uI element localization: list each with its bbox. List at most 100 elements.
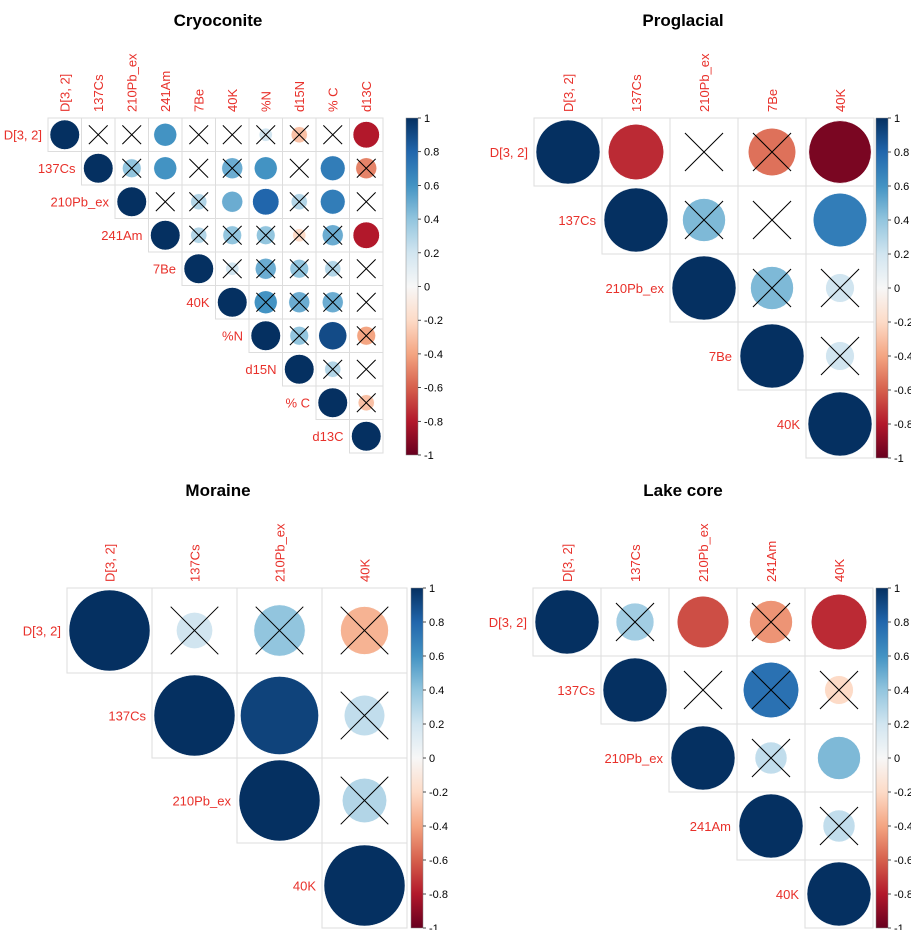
insignificant-mark xyxy=(189,158,209,178)
insignificant-mark xyxy=(323,125,343,145)
insignificant-mark xyxy=(356,259,376,279)
insignificant-mark xyxy=(752,200,792,240)
row-label: 40K xyxy=(293,878,316,893)
insignificant-mark xyxy=(323,292,343,312)
colorbar-tick-label: 1 xyxy=(424,113,430,125)
colorbar-tick-label: 0.8 xyxy=(429,617,444,629)
correlation-circle xyxy=(670,725,736,791)
insignificant-mark xyxy=(255,606,304,655)
row-label: 40K xyxy=(776,887,799,902)
correlation-circle xyxy=(320,155,346,181)
colorbar-tick-label: 1 xyxy=(894,583,900,595)
insignificant-mark xyxy=(256,225,276,245)
correlation-circle xyxy=(608,124,664,180)
correlation-circle xyxy=(250,320,281,351)
colorbar-tick-label: -0.8 xyxy=(424,416,443,428)
insignificant-mark xyxy=(323,259,343,279)
colorbar-tick-label: -0.2 xyxy=(429,787,448,799)
correlation-circle xyxy=(83,153,114,184)
correlation-circle xyxy=(221,191,243,213)
colorbar-tick-label: -1 xyxy=(894,453,904,465)
column-label: %N xyxy=(258,91,273,112)
correlation-circle xyxy=(254,156,278,180)
column-label: 210Pb_ex xyxy=(697,53,712,112)
column-label: 40K xyxy=(225,89,240,112)
correlation-circle xyxy=(116,186,147,217)
colorbar xyxy=(875,117,889,459)
insignificant-mark xyxy=(356,326,376,346)
correlation-circle xyxy=(323,844,406,927)
correlation-circle xyxy=(535,119,601,185)
insignificant-mark xyxy=(289,326,309,346)
colorbar xyxy=(405,117,419,456)
colorbar-tick-label: -0.2 xyxy=(894,317,911,329)
row-label: D[3, 2] xyxy=(490,145,528,160)
column-label: 137Cs xyxy=(628,544,643,582)
insignificant-mark xyxy=(356,393,376,413)
colorbar-tick-label: -1 xyxy=(424,450,434,462)
insignificant-mark xyxy=(222,259,242,279)
proglacial-panel: Proglacial D[3, 2] 137Cs 210Pb_ex 7Be 40K D[3… xyxy=(490,11,911,465)
row-label: 210Pb_ex xyxy=(172,793,231,808)
colorbar-tick-label: -0.6 xyxy=(894,855,911,867)
correlation-circle xyxy=(812,192,868,248)
grid-cell xyxy=(321,842,408,929)
insignificant-mark xyxy=(323,225,343,245)
row-label: 210Pb_ex xyxy=(50,194,109,209)
colorbar-tick-label: 0 xyxy=(894,753,900,765)
column-label: D[3, 2] xyxy=(57,74,72,112)
column-label: 210Pb_ex xyxy=(272,523,287,582)
insignificant-mark xyxy=(189,192,209,212)
insignificant-mark xyxy=(751,602,791,642)
row-label: % C xyxy=(285,395,310,410)
column-label: 7Be xyxy=(765,89,780,112)
correlation-circle xyxy=(217,287,248,318)
colorbar-tick-label: 0.2 xyxy=(894,719,909,731)
insignificant-mark xyxy=(820,336,860,376)
colorbar-tick-label: 1 xyxy=(894,113,900,125)
column-label: 137Cs xyxy=(187,544,202,582)
colorbar-tick-label: 0.6 xyxy=(894,181,909,193)
insignificant-mark xyxy=(323,359,343,379)
correlation-circle xyxy=(352,221,380,249)
proglacial-title: Proglacial xyxy=(642,11,723,30)
grid-cell xyxy=(349,419,384,454)
colorbar-tick-label: 0.6 xyxy=(424,180,439,192)
correlation-circle xyxy=(153,674,236,757)
row-label: 7Be xyxy=(153,261,176,276)
column-label: 137Cs xyxy=(91,74,106,112)
column-label: 40K xyxy=(833,89,848,112)
colorbar-tick-label: 0.2 xyxy=(894,249,909,261)
column-label: D[3, 2] xyxy=(560,544,575,582)
insignificant-mark xyxy=(222,125,242,145)
row-label: 137Cs xyxy=(557,683,595,698)
correlation-circle xyxy=(807,391,873,457)
colorbar-tick-label: 0.4 xyxy=(894,685,909,697)
row-label: D[3, 2] xyxy=(489,615,527,630)
row-label: 241Am xyxy=(690,819,731,834)
insignificant-mark xyxy=(751,670,791,710)
insignificant-mark xyxy=(289,192,309,212)
insignificant-mark xyxy=(819,670,859,710)
insignificant-mark xyxy=(819,806,859,846)
correlation-circle xyxy=(318,321,347,350)
row-label: 7Be xyxy=(709,349,732,364)
insignificant-mark xyxy=(684,200,724,240)
correlation-circle xyxy=(808,120,872,184)
correlation-circle xyxy=(351,421,382,452)
colorbar-tick-label: -0.2 xyxy=(894,787,911,799)
correlation-circle xyxy=(671,255,737,321)
insignificant-mark xyxy=(222,158,242,178)
column-label: 241Am xyxy=(764,541,779,582)
insignificant-mark xyxy=(340,691,389,740)
insignificant-mark xyxy=(752,268,792,308)
column-label: d13C xyxy=(359,81,374,112)
insignificant-mark xyxy=(256,259,276,279)
row-label: 40K xyxy=(777,417,800,432)
insignificant-mark xyxy=(189,125,209,145)
colorbar-tick-label: 0 xyxy=(429,753,435,765)
colorbar-tick-label: -0.6 xyxy=(894,385,911,397)
insignificant-mark xyxy=(683,670,723,710)
colorbar-tick-label: 0.2 xyxy=(424,248,439,260)
correlation-circle xyxy=(68,589,151,672)
